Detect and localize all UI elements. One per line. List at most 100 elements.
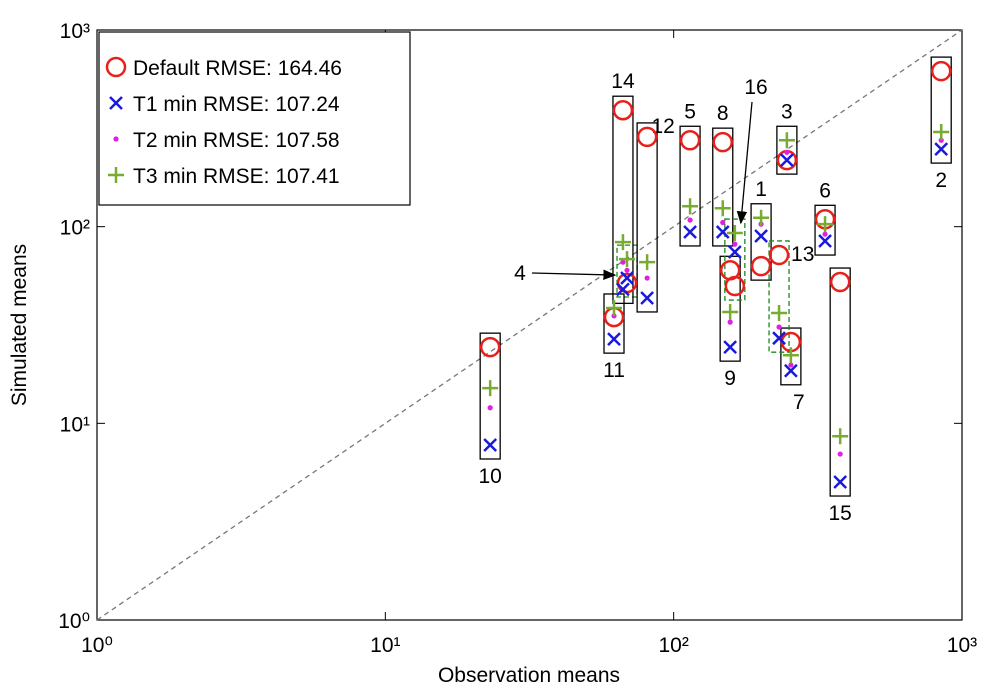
marker-x — [607, 332, 621, 347]
marker-x — [934, 142, 949, 156]
site-box — [479, 332, 501, 460]
y-tick-label: 10² — [60, 217, 90, 240]
marker-circle — [724, 275, 746, 297]
marker-dot — [938, 137, 944, 143]
marker-dot — [113, 136, 119, 142]
marker-dot — [687, 217, 693, 223]
point-label: 3 — [781, 100, 793, 123]
marker-plus — [108, 167, 124, 183]
marker-x — [754, 229, 768, 243]
marker-x — [818, 234, 832, 248]
x-tick-label: 10¹ — [370, 634, 400, 657]
marker-x — [784, 363, 798, 378]
marker-x — [483, 438, 498, 452]
legend-label: T2 min RMSE: 107.58 — [133, 129, 340, 152]
x-tick-label: 10⁰ — [81, 634, 113, 657]
marker-dot — [487, 405, 493, 411]
site-box — [814, 204, 836, 256]
y-tick-label: 10⁰ — [58, 610, 90, 633]
marker-dot — [720, 219, 726, 226]
marker-plus — [606, 299, 623, 316]
point-label: 12 — [651, 115, 674, 138]
point-label: 14 — [611, 70, 635, 93]
point-label: 13 — [791, 243, 814, 266]
site-box — [636, 122, 658, 313]
y-tick-label: 10³ — [60, 20, 90, 43]
marker-x — [780, 153, 794, 167]
point-label: 1 — [755, 178, 767, 201]
marker-plus — [753, 209, 770, 226]
marker-dot — [624, 267, 630, 273]
legend-label: Default RMSE: 164.46 — [133, 57, 342, 80]
marker-plus — [726, 225, 743, 242]
site-box — [603, 293, 625, 354]
marker-plus — [832, 428, 849, 445]
x-axis-label: Observation means — [438, 664, 620, 687]
marker-plus — [614, 234, 631, 251]
plot-frame — [96, 29, 963, 621]
point-label: 15 — [828, 502, 851, 525]
marker-plus — [722, 304, 739, 321]
marker-circle — [930, 60, 952, 82]
marker-dot — [732, 241, 738, 247]
site-box — [750, 203, 772, 281]
marker-circle — [479, 336, 501, 358]
marker-dot — [822, 231, 828, 237]
point-label: 7 — [793, 391, 805, 414]
point-label: 6 — [819, 179, 831, 202]
marker-circle — [829, 271, 851, 293]
point-label: 2 — [935, 169, 947, 192]
marker-circle — [712, 131, 734, 153]
marker-dot — [788, 362, 794, 368]
point-label: 9 — [724, 367, 736, 390]
point-label: 10 — [478, 465, 501, 488]
marker-circle — [679, 130, 701, 151]
marker-x — [723, 340, 738, 355]
marker-x — [683, 225, 697, 239]
marker-x — [727, 245, 742, 259]
marker-dot — [776, 324, 782, 330]
site-box — [712, 127, 734, 247]
marker-plus — [933, 123, 950, 140]
marker-plus — [682, 198, 699, 215]
marker-circle — [105, 56, 127, 78]
point-label: 16 — [744, 76, 767, 99]
legend-label: T3 min RMSE: 107.41 — [133, 165, 340, 188]
site-box — [768, 240, 790, 353]
identity-line — [96, 29, 963, 621]
marker-dot — [644, 275, 650, 281]
marker-dot — [837, 451, 843, 457]
marker-dot — [620, 259, 626, 265]
site-box — [829, 267, 851, 497]
point-label: 8 — [717, 102, 729, 125]
x-tick-label: 10³ — [947, 634, 977, 657]
annotation-arrow — [531, 269, 617, 280]
point-label: 4 — [514, 262, 526, 285]
marker-x — [109, 96, 123, 110]
marker-circle — [768, 244, 790, 266]
marker-plus — [771, 304, 788, 321]
marker-x — [772, 331, 786, 346]
legend-label: T1 min RMSE: 107.24 — [133, 93, 340, 116]
marker-plus — [482, 380, 499, 397]
y-axis-label: Simulated means — [8, 244, 31, 406]
site-box — [776, 125, 798, 175]
marker-plus — [778, 132, 795, 149]
marker-x — [833, 475, 848, 489]
annotation-arrow — [736, 101, 753, 225]
marker-x — [715, 225, 730, 239]
marker-plus — [639, 254, 656, 271]
point-label: 11 — [603, 359, 625, 382]
site-box — [930, 56, 952, 164]
point-label: 5 — [684, 100, 696, 123]
marker-circle — [612, 99, 634, 121]
site-box — [724, 218, 746, 301]
marker-circle — [636, 126, 658, 148]
marker-x — [620, 271, 634, 285]
marker-plus — [782, 347, 799, 364]
y-tick-label: 10¹ — [60, 413, 90, 436]
marker-x — [640, 291, 655, 305]
site-box — [612, 95, 634, 305]
x-tick-label: 10² — [658, 634, 688, 657]
